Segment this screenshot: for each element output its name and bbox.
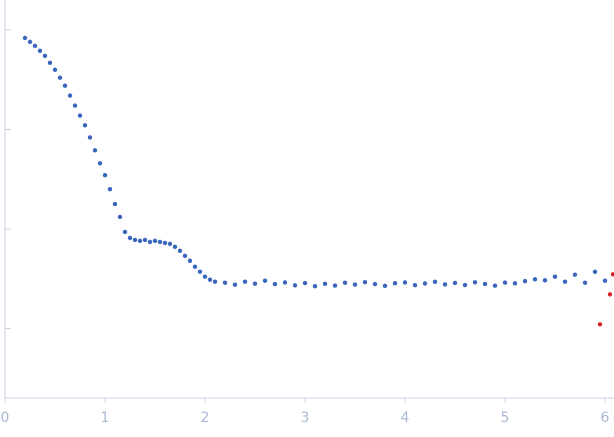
data-point — [132, 237, 138, 243]
data-point — [152, 238, 158, 244]
data-point — [482, 281, 488, 287]
data-point — [27, 39, 33, 45]
data-point — [422, 281, 428, 286]
x-tick-label: 2 — [201, 410, 210, 426]
data-point — [242, 279, 248, 284]
data-point — [610, 272, 614, 277]
data-point — [62, 83, 68, 88]
data-point — [492, 283, 498, 288]
x-tick-label: 1 — [101, 410, 110, 426]
data-point — [72, 103, 78, 108]
data-point — [57, 75, 63, 80]
data-point — [502, 280, 508, 285]
data-point — [252, 281, 258, 286]
data-point — [122, 229, 128, 235]
data-point — [392, 280, 398, 286]
data-point — [87, 135, 93, 140]
data-point — [332, 283, 338, 288]
x-tick-label: 3 — [301, 410, 310, 426]
data-point — [222, 280, 228, 285]
data-point — [102, 172, 108, 178]
data-point — [67, 93, 73, 98]
data-point — [52, 67, 58, 72]
data-point — [32, 43, 38, 49]
data-point — [142, 237, 148, 243]
data-point — [432, 279, 438, 285]
data-point — [157, 239, 163, 245]
data-point — [202, 274, 208, 279]
data-point — [552, 274, 558, 279]
data-point — [182, 253, 188, 259]
data-point — [312, 283, 318, 289]
data-point — [77, 113, 83, 118]
data-point — [22, 35, 28, 41]
data-point — [117, 214, 123, 220]
data-point — [147, 239, 153, 245]
data-point — [272, 281, 278, 287]
data-point — [172, 244, 178, 250]
data-point — [442, 282, 448, 287]
data-point — [192, 264, 198, 269]
data-point — [177, 248, 183, 254]
data-point — [282, 280, 288, 285]
data-point — [232, 282, 238, 287]
data-point — [472, 280, 478, 285]
data-point — [167, 241, 173, 247]
data-point — [92, 148, 98, 153]
data-point — [97, 161, 103, 166]
data-point — [542, 278, 548, 283]
data-point — [322, 281, 328, 287]
data-point — [37, 48, 43, 54]
data-point — [402, 280, 408, 285]
x-tick-label: 5 — [501, 410, 510, 426]
data-point — [82, 123, 88, 128]
data-point — [562, 279, 568, 284]
data-point — [137, 238, 143, 244]
data-point — [262, 278, 268, 283]
data-point — [532, 277, 538, 282]
data-point — [602, 278, 608, 283]
data-point — [292, 283, 298, 288]
data-point — [197, 269, 203, 274]
data-point — [452, 280, 458, 286]
data-point — [607, 292, 613, 297]
data-point — [112, 201, 118, 207]
data-point — [302, 280, 308, 286]
data-point — [107, 186, 113, 192]
data-point — [42, 53, 48, 58]
data-point — [187, 258, 193, 263]
x-tick-label: 6 — [601, 410, 610, 426]
data-point — [512, 281, 518, 286]
data-point — [592, 269, 598, 274]
data-point — [352, 282, 358, 287]
data-point — [212, 279, 218, 284]
data-point — [582, 280, 588, 285]
x-tick-label: 0 — [1, 410, 10, 426]
data-point — [462, 282, 468, 288]
data-point — [522, 278, 528, 284]
data-point — [342, 280, 348, 285]
data-point — [207, 277, 213, 282]
data-point — [127, 235, 133, 241]
data-point — [372, 281, 378, 287]
data-point — [597, 322, 603, 327]
data-point — [412, 283, 418, 288]
data-point — [382, 283, 388, 289]
data-point — [162, 240, 168, 246]
x-tick-label: 4 — [401, 410, 410, 426]
data-point — [362, 279, 368, 285]
data-point — [572, 272, 578, 277]
data-point — [47, 60, 53, 65]
